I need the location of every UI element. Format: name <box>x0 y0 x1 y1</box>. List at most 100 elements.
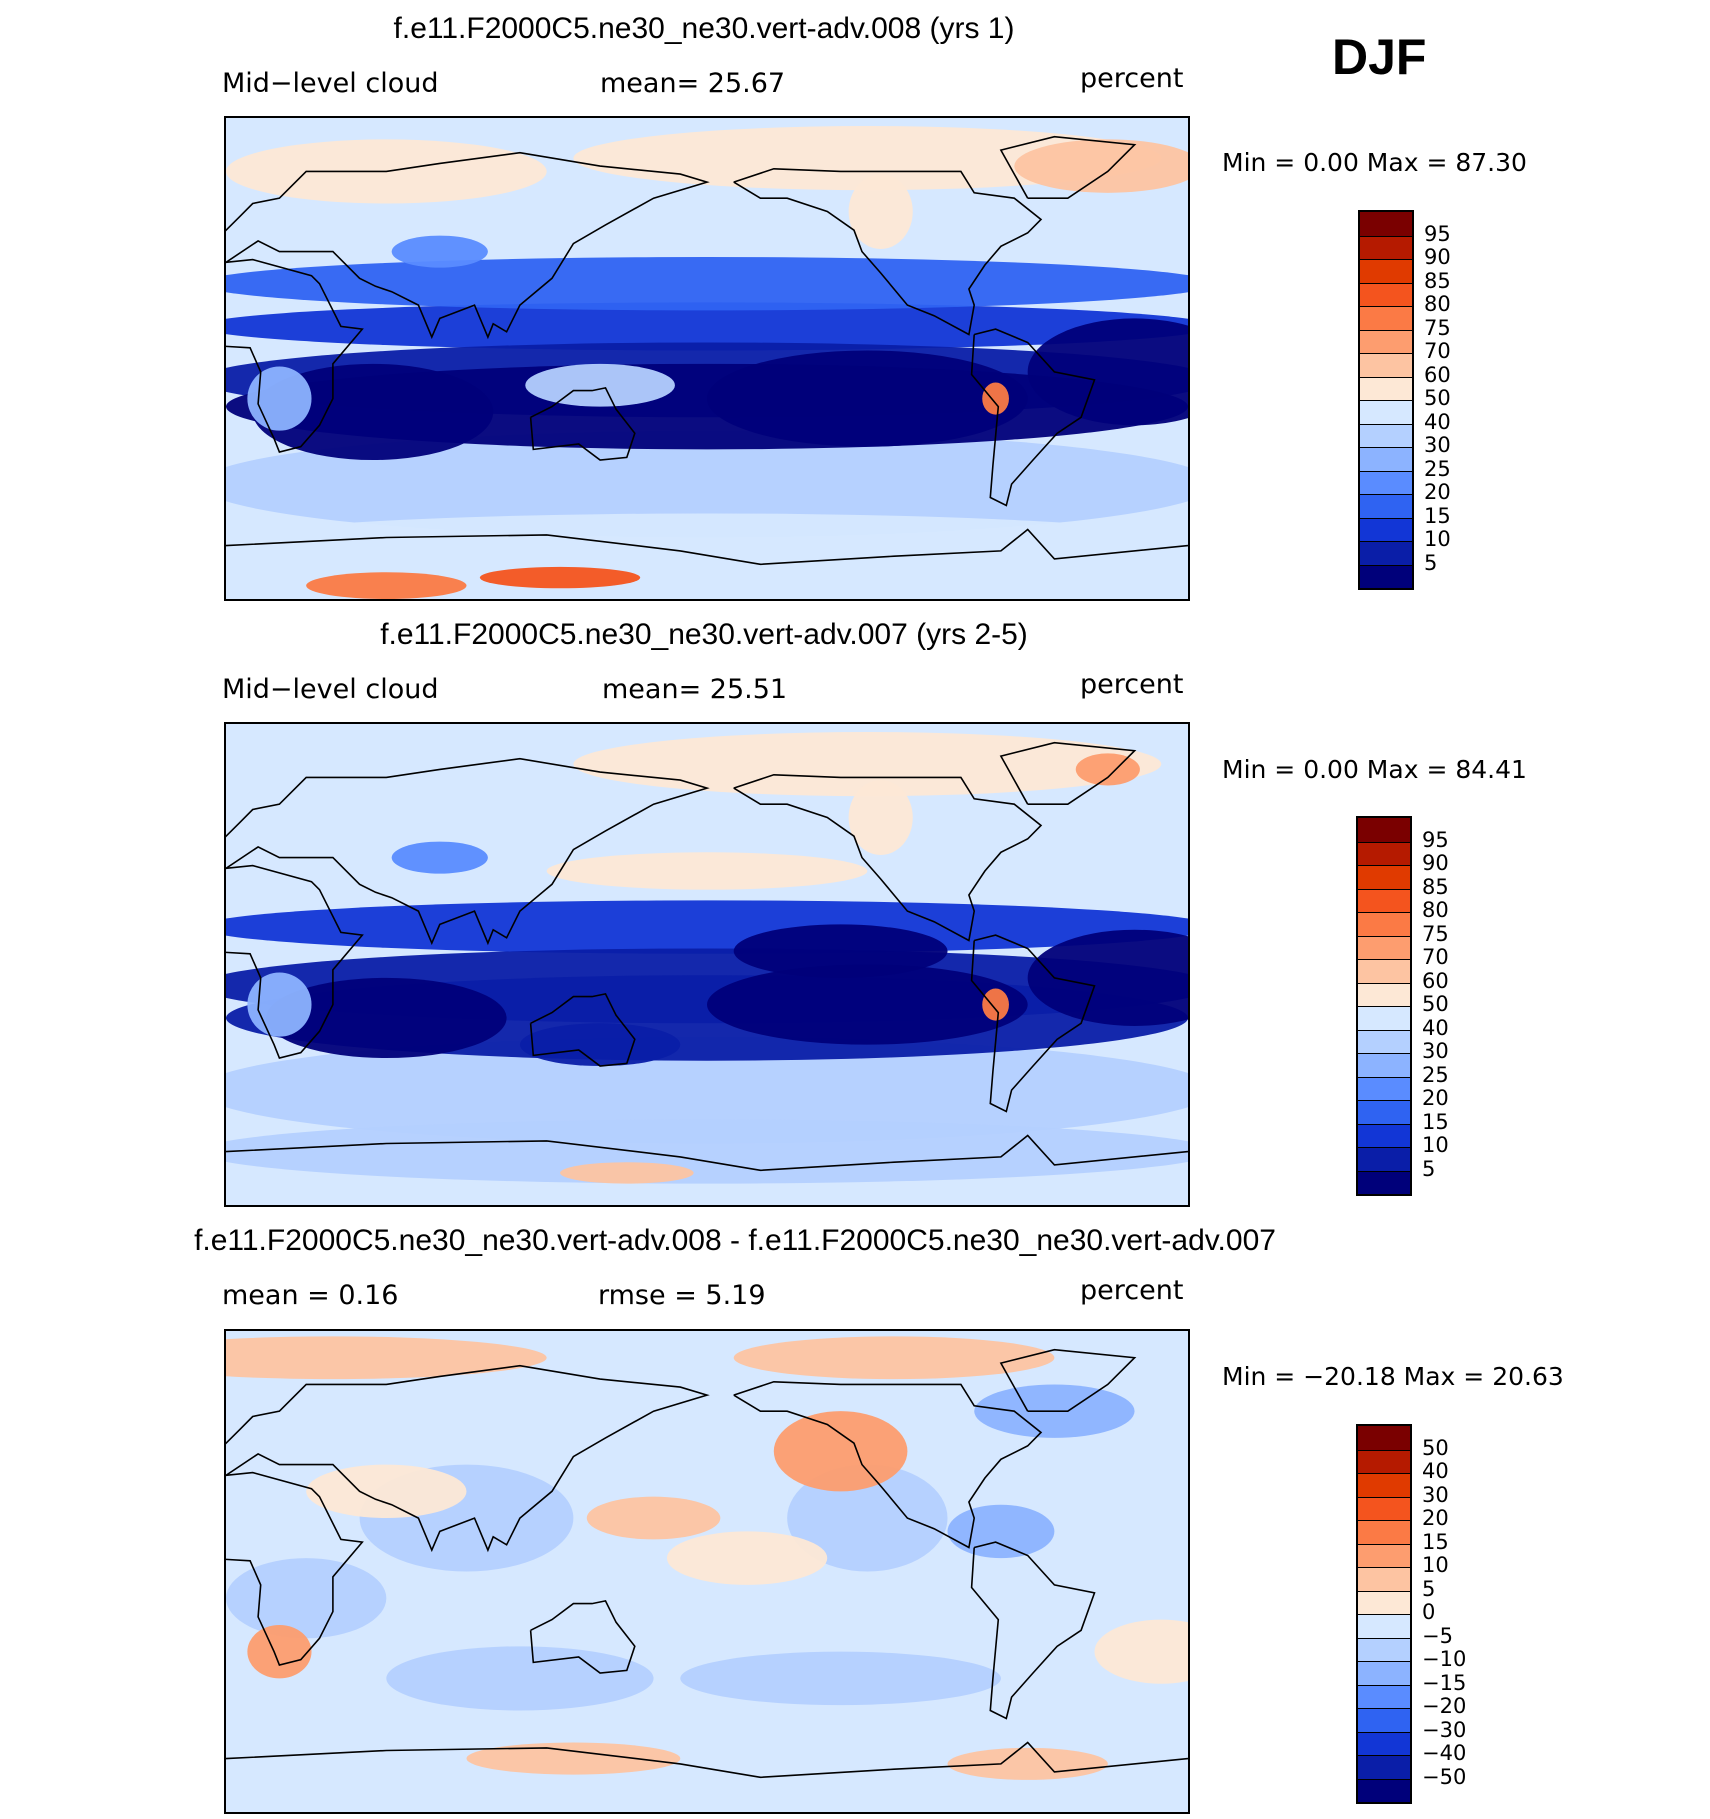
colorbar-swatch <box>1360 564 1412 588</box>
panel2-title: f.e11.F2000C5.ne30_ne30.vert-adv.007 (yr… <box>380 618 1028 651</box>
colorbar-label: 60 <box>1422 968 1449 993</box>
panel3-map <box>224 1329 1190 1814</box>
colorbar-swatch <box>1358 1567 1410 1591</box>
contour-region <box>306 572 467 599</box>
colorbar-swatch <box>1358 1426 1410 1450</box>
colorbar-swatch <box>1360 447 1412 471</box>
contour-region <box>1014 139 1188 193</box>
panel3-units-label: percent <box>1080 1275 1184 1306</box>
colorbar-swatch <box>1360 423 1412 447</box>
panel2-units-label: percent <box>1080 669 1184 700</box>
panel1-map-canvas <box>226 118 1188 599</box>
colorbar-label: 50 <box>1424 386 1451 410</box>
contour-region <box>226 1336 547 1380</box>
colorbar-label: 30 <box>1424 433 1451 457</box>
contour-region <box>707 964 1028 1045</box>
panel3-rmse-label: rmse = 5.19 <box>598 1280 766 1311</box>
panel2-mean-label: mean= 25.51 <box>602 674 788 705</box>
panel1-map <box>224 116 1190 601</box>
colorbar-label: 75 <box>1424 315 1451 340</box>
colorbar-label: 25 <box>1422 1062 1449 1087</box>
contour-region <box>519 1023 681 1067</box>
colorbar-swatch <box>1358 1100 1410 1124</box>
coastline <box>226 1364 710 1553</box>
colorbar-swatch <box>1358 865 1410 889</box>
colorbar-swatch <box>1358 1449 1410 1473</box>
contour-region <box>247 972 312 1037</box>
colorbar-swatch <box>1360 212 1412 236</box>
colorbar-swatch <box>1360 470 1412 494</box>
colorbar-label: 15 <box>1422 1529 1449 1554</box>
contour-region <box>586 1496 721 1540</box>
colorbar-swatch <box>1358 959 1410 983</box>
coastline <box>226 757 710 946</box>
contour-region <box>247 1624 312 1679</box>
panel3-colorbar <box>1356 1424 1412 1804</box>
colorbar-label: 80 <box>1422 898 1449 922</box>
colorbar-swatch <box>1360 517 1412 541</box>
colorbar-label: 85 <box>1424 268 1451 293</box>
contour-region <box>386 1646 654 1711</box>
colorbar-label: 20 <box>1424 480 1451 504</box>
colorbar-label: 40 <box>1422 1459 1449 1483</box>
contour-region <box>247 366 312 431</box>
contour-region <box>266 977 507 1059</box>
colorbar-swatch <box>1358 1029 1410 1053</box>
colorbar-swatch <box>1358 1053 1410 1077</box>
contour-region <box>226 430 1188 538</box>
panel3-title: f.e11.F2000C5.ne30_ne30.vert-adv.008 - f… <box>194 1224 1276 1257</box>
coastline <box>970 934 1096 1113</box>
colorbar-label: 10 <box>1422 1553 1449 1577</box>
panel2-map-canvas <box>226 724 1188 1205</box>
colorbar-label: 10 <box>1424 527 1451 551</box>
colorbar-label: 15 <box>1422 1109 1449 1134</box>
colorbar-swatch <box>1358 1147 1410 1171</box>
contour-region <box>226 302 1188 351</box>
colorbar-swatch <box>1358 1661 1410 1685</box>
panel1-min-max: Min = 0.00 Max = 87.30 <box>1222 148 1527 177</box>
contour-region <box>848 780 913 855</box>
colorbar-swatch <box>1358 1006 1410 1030</box>
colorbar-swatch <box>1358 1684 1410 1708</box>
colorbar-label: 40 <box>1422 1015 1449 1040</box>
colorbar-swatch <box>1360 235 1412 259</box>
contour-region <box>1027 318 1188 426</box>
coastline <box>226 1741 1188 1779</box>
colorbar-label: 90 <box>1422 851 1449 875</box>
colorbar-swatch <box>1358 1520 1410 1544</box>
contour-region <box>525 363 675 407</box>
colorbar-label: −15 <box>1422 1670 1467 1695</box>
coastline <box>733 167 1043 336</box>
panel3-min-max: Min = −20.18 Max = 20.63 <box>1222 1362 1564 1391</box>
coastline <box>999 741 1137 805</box>
colorbar-label: 50 <box>1422 1435 1449 1460</box>
colorbar-swatch <box>1358 982 1410 1006</box>
colorbar-label: 70 <box>1422 945 1449 969</box>
coastline <box>529 992 636 1067</box>
colorbar-label: −40 <box>1422 1741 1467 1765</box>
contour-region <box>680 1651 1001 1706</box>
colorbar-label: 70 <box>1424 339 1451 363</box>
colorbar-swatch <box>1358 888 1410 912</box>
contour-region <box>982 988 1009 1021</box>
colorbar-swatch <box>1358 1496 1410 1520</box>
panel1-colorbar <box>1358 210 1414 590</box>
coastline <box>226 1471 364 1666</box>
colorbar-swatch <box>1358 1731 1410 1755</box>
panel2-min-max: Min = 0.00 Max = 84.41 <box>1222 755 1527 784</box>
panel3-mean-label: mean = 0.16 <box>222 1280 399 1311</box>
colorbar-label: 10 <box>1422 1133 1449 1157</box>
colorbar-swatch <box>1358 1778 1410 1802</box>
colorbar-label: 50 <box>1422 992 1449 1016</box>
colorbar-swatch <box>1358 1170 1410 1194</box>
contour-region <box>733 924 948 978</box>
coastline <box>226 258 364 453</box>
contour-region <box>252 363 494 461</box>
contour-region <box>226 900 1188 954</box>
colorbar-label: 85 <box>1422 874 1449 899</box>
coastline <box>970 1541 1096 1720</box>
contour-region <box>1027 929 1188 1026</box>
colorbar-swatch <box>1358 1473 1410 1497</box>
colorbar-swatch <box>1358 1708 1410 1732</box>
contour-region <box>226 1119 1188 1184</box>
